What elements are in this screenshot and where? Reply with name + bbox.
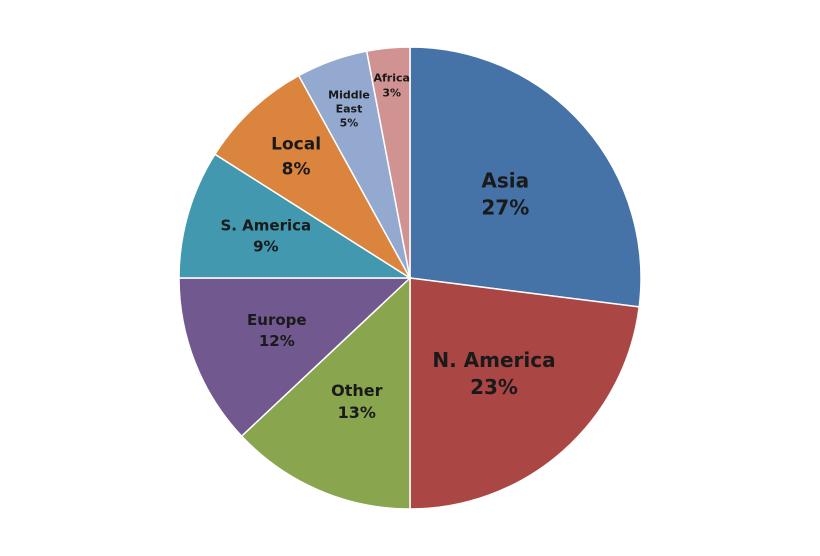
pie-slice-europe (178, 277, 412, 438)
slices-layer (178, 46, 642, 510)
slice-name-label: Local (271, 134, 321, 154)
slice-percent-label: 8% (282, 159, 311, 179)
pie-slice-other (240, 276, 411, 510)
slice-name-label: East (336, 102, 363, 115)
data-label-asia: Asia 27% (481, 169, 529, 220)
data-label-n-america: N. America 23% (432, 348, 555, 399)
slice-percent-label: 12% (259, 332, 295, 350)
pie-slice-africa (365, 46, 411, 279)
pie-slice-local (213, 74, 411, 279)
slice-percent-label: 23% (470, 375, 518, 399)
data-label-local: Local 8% (271, 134, 321, 179)
data-label-africa: Africa 3% (373, 71, 409, 99)
slice-name-label: N. America (432, 348, 555, 372)
pie-slice-n-america (409, 277, 641, 510)
slice-name-label: Africa (373, 71, 409, 84)
slice-percent-label: 3% (382, 86, 401, 99)
slice-name-label: Asia (481, 169, 529, 193)
pie-slice-asia (409, 46, 642, 308)
data-label-other: Other 13% (331, 381, 382, 422)
slice-name-label: S. America (220, 217, 311, 235)
data-label-europe: Europe 12% (247, 311, 307, 350)
slice-percent-label: 5% (340, 116, 359, 129)
slice-name-label: Europe (247, 311, 307, 329)
data-label-s-america: S. America 9% (220, 217, 311, 256)
labels-layer: Asia 27% N. America 23% Other 13% Europe 12% S. … (220, 71, 555, 422)
slice-percent-label: 13% (338, 403, 376, 422)
slice-percent-label: 27% (481, 196, 529, 220)
pie-slice-s-america (178, 153, 413, 279)
slice-name-label: Middle (328, 88, 370, 101)
slice-percent-label: 9% (253, 238, 278, 256)
data-label-middle-east: Middle East 5% (328, 88, 370, 129)
slice-name-label: Other (331, 381, 382, 400)
